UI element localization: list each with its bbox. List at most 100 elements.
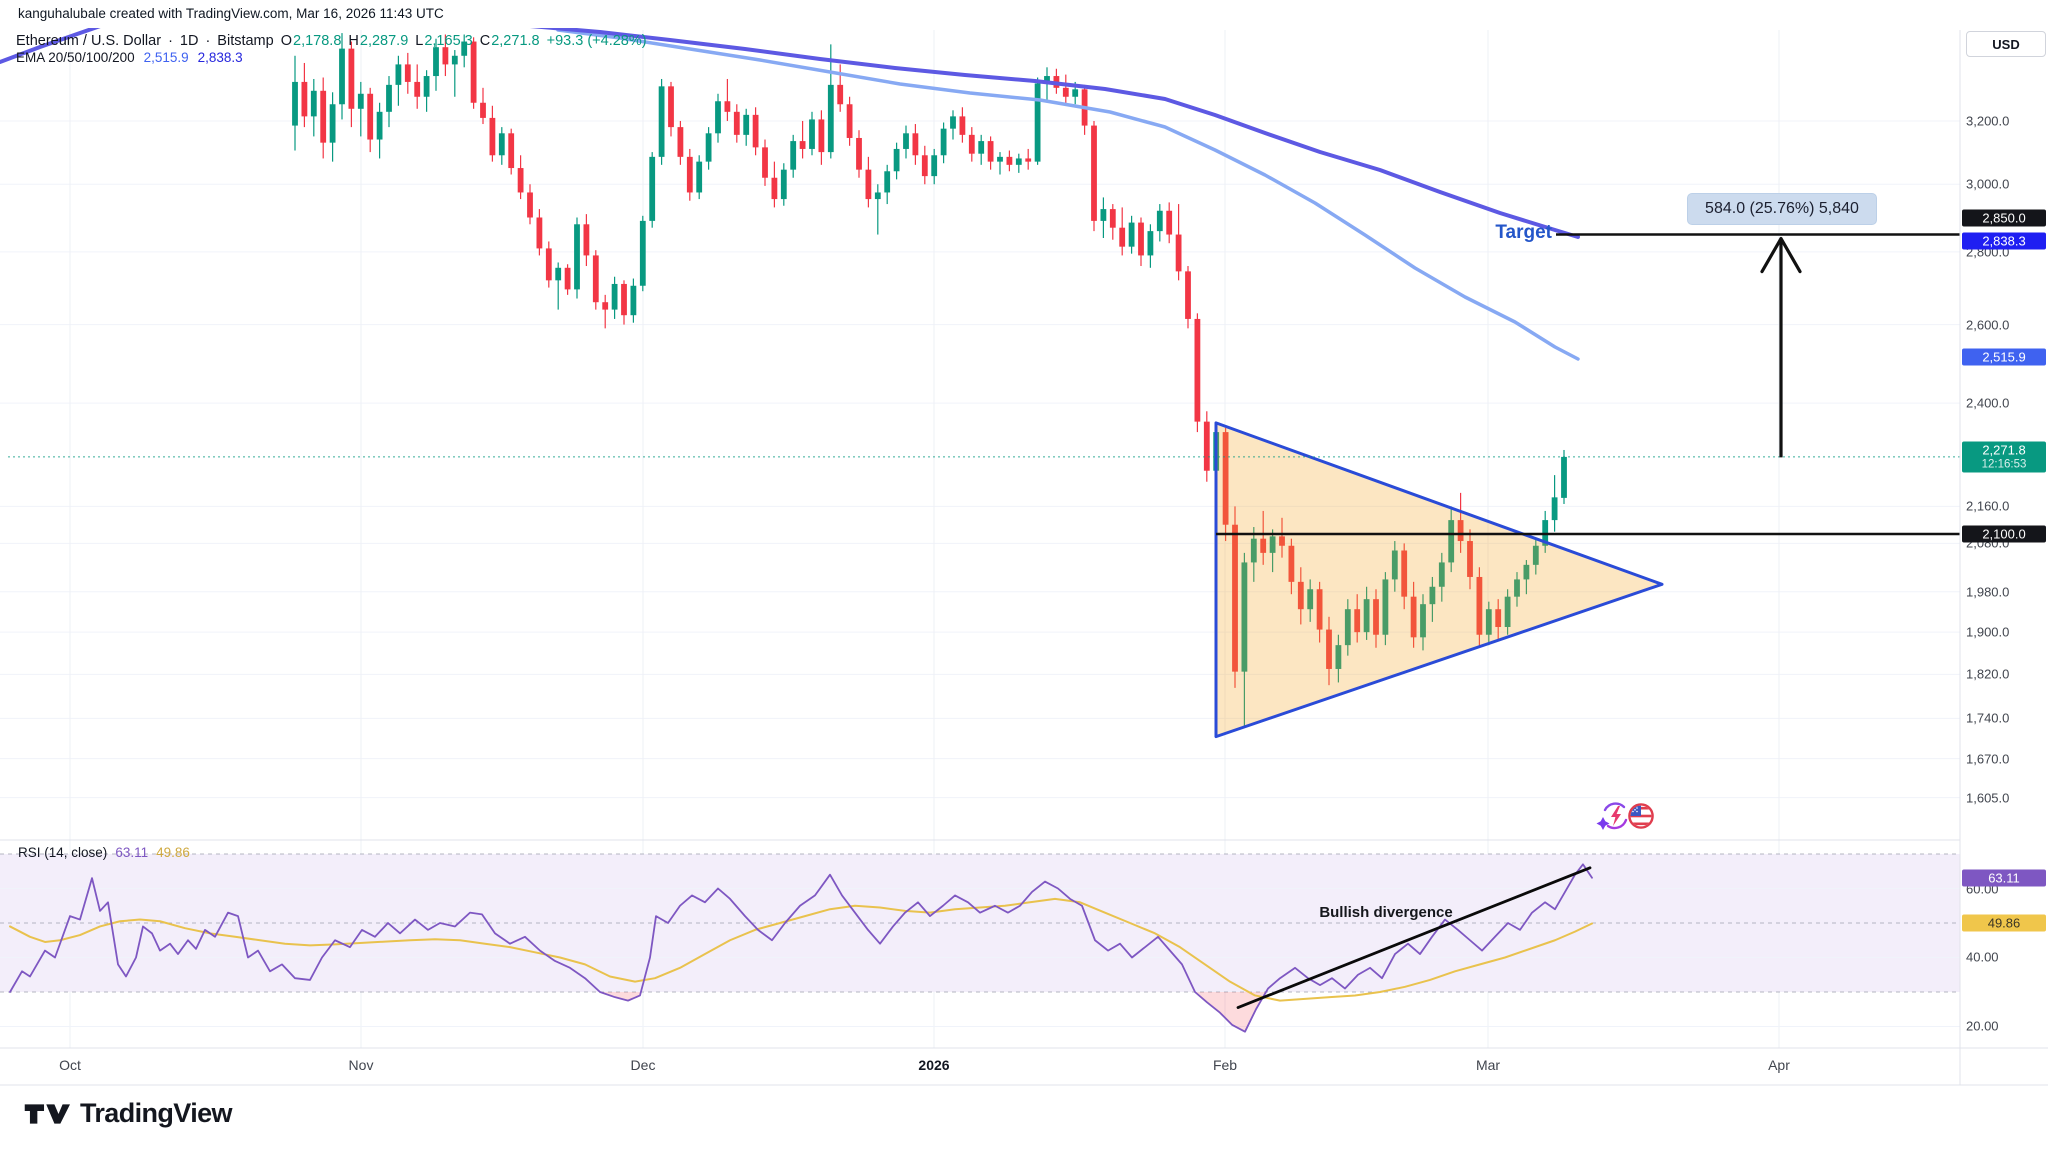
candle-body bbox=[762, 147, 768, 178]
rsi-oversold-fill bbox=[1195, 992, 1266, 1032]
candle-body bbox=[856, 137, 862, 170]
candle-body bbox=[705, 133, 712, 162]
ema-slow-value: 2,838.3 bbox=[197, 50, 243, 65]
candle-body bbox=[386, 84, 392, 112]
candle-body bbox=[1260, 538, 1267, 553]
sparkle-icon bbox=[1596, 817, 1610, 830]
candle-body bbox=[733, 111, 740, 135]
candle-body bbox=[1128, 222, 1135, 247]
candle-body bbox=[827, 84, 834, 153]
candle-body bbox=[480, 102, 486, 118]
candle-body bbox=[884, 171, 891, 193]
candle-body bbox=[1514, 579, 1520, 597]
candle-body bbox=[1194, 318, 1201, 422]
lightning-icon bbox=[1611, 806, 1621, 826]
legend-separator: · bbox=[168, 33, 173, 49]
symbol-legend[interactable]: Ethereum / U.S. Dollar · 1D · Bitstamp O… bbox=[16, 33, 647, 49]
candle-body bbox=[527, 192, 533, 218]
exchange-label: Bitstamp bbox=[217, 33, 274, 49]
candle-body bbox=[940, 128, 947, 156]
candle-body bbox=[950, 116, 956, 129]
candle-body bbox=[320, 90, 327, 143]
candle-body bbox=[639, 220, 646, 286]
symbol-title[interactable]: Ethereum / U.S. Dollar bbox=[16, 33, 162, 49]
candle-body bbox=[837, 84, 844, 105]
candle-body bbox=[292, 81, 298, 126]
candle-body bbox=[1175, 234, 1182, 272]
rsi-title: RSI (14, close) bbox=[18, 845, 108, 860]
divergence-annotation-label[interactable]: Bullish divergence bbox=[1319, 904, 1453, 921]
candle-body bbox=[442, 47, 449, 65]
candle-body bbox=[433, 47, 439, 77]
ema-label: EMA 20/50/100/200 bbox=[16, 50, 135, 65]
rsi-line bbox=[9, 863, 1593, 1033]
event-icons[interactable] bbox=[1596, 802, 1654, 831]
candle-body bbox=[997, 156, 1003, 162]
rsi-legend[interactable]: RSI (14, close) 63.11 49.86 bbox=[18, 845, 190, 860]
candle-body bbox=[357, 93, 364, 109]
ema-legend[interactable]: EMA 20/50/100/200 2,515.9 2,838.3 bbox=[16, 50, 243, 65]
candle-body bbox=[1062, 87, 1069, 97]
candle-body bbox=[1025, 158, 1032, 162]
brand-footer[interactable]: TradingView bbox=[24, 1098, 233, 1129]
candle-body bbox=[508, 133, 515, 169]
candle-body bbox=[1485, 609, 1492, 635]
target-annotation-label[interactable]: Target bbox=[1495, 222, 1552, 243]
candle-body bbox=[367, 93, 374, 140]
candle-body bbox=[1551, 497, 1558, 521]
candle-body bbox=[677, 127, 684, 157]
measure-tool-label[interactable]: 584.0 (25.76%) 5,840 bbox=[1687, 193, 1877, 225]
candle-body bbox=[461, 41, 468, 56]
candle-body bbox=[1006, 156, 1013, 165]
candle-body bbox=[696, 161, 703, 193]
candle-body bbox=[903, 133, 909, 149]
candle-body bbox=[893, 148, 900, 172]
candle-body bbox=[668, 86, 674, 128]
candle-body bbox=[1316, 589, 1323, 630]
candle-body bbox=[414, 81, 421, 97]
candle-body bbox=[921, 155, 928, 177]
candle-body bbox=[846, 104, 853, 138]
timeframe-label[interactable]: 1D bbox=[179, 33, 199, 49]
candle-body bbox=[1373, 599, 1379, 635]
candle-body bbox=[376, 111, 383, 140]
candle-body bbox=[743, 114, 750, 135]
brand-name: TradingView bbox=[80, 1098, 233, 1128]
candle-body bbox=[545, 248, 552, 281]
candle-body bbox=[649, 156, 656, 221]
candle-body bbox=[1335, 645, 1342, 669]
candle-body bbox=[799, 141, 806, 149]
candle-body bbox=[1166, 210, 1173, 235]
candle-body bbox=[329, 104, 336, 143]
candle-body bbox=[517, 168, 524, 193]
candle-body bbox=[1288, 545, 1295, 582]
candle-body bbox=[912, 133, 919, 156]
candle-body bbox=[658, 86, 665, 157]
candle-body bbox=[1363, 599, 1370, 633]
candle-body bbox=[1147, 231, 1154, 256]
attribution-text: kanguhalubale created with TradingView.c… bbox=[18, 6, 444, 21]
candle-body bbox=[574, 224, 580, 290]
candle-body bbox=[564, 267, 571, 290]
candle-body bbox=[583, 224, 590, 256]
candle-body bbox=[348, 48, 355, 109]
triangle-pattern[interactable] bbox=[1214, 421, 1664, 739]
close-value: C 2,271.8 bbox=[479, 33, 540, 49]
candle-body bbox=[1438, 562, 1445, 587]
candle-body bbox=[1523, 564, 1530, 580]
candle-body bbox=[1429, 586, 1436, 605]
candle-body bbox=[931, 155, 938, 177]
candle-body bbox=[555, 267, 562, 281]
candle-body bbox=[1100, 209, 1107, 221]
rsi-oversold-fill bbox=[600, 992, 641, 1001]
legend-separator: · bbox=[205, 33, 211, 49]
divergence-trendline[interactable] bbox=[1236, 866, 1592, 1009]
candle-body bbox=[1307, 589, 1314, 610]
measure-arrow-head bbox=[1760, 236, 1802, 274]
candle-body bbox=[1156, 210, 1163, 232]
candle-body bbox=[1532, 545, 1539, 565]
currency-button[interactable]: USD bbox=[1966, 31, 2046, 57]
candle-body bbox=[1561, 456, 1567, 498]
candle-body bbox=[630, 285, 637, 316]
